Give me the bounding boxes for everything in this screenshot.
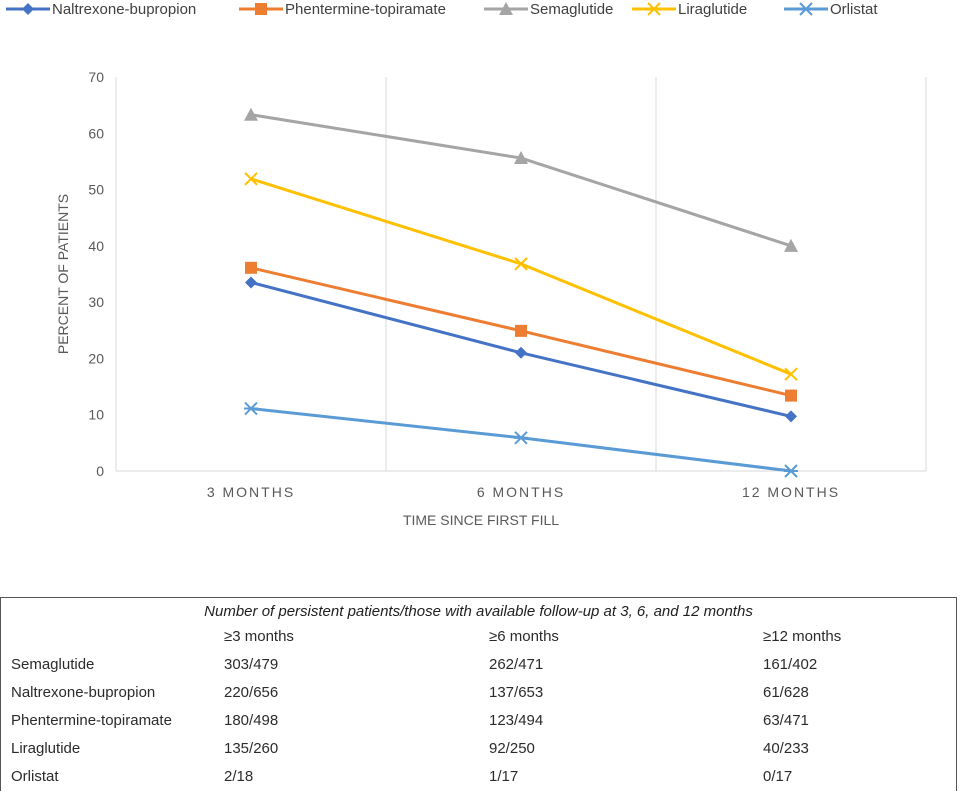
x-axis-title: TIME SINCE FIRST FILL — [403, 512, 559, 528]
data-point — [245, 276, 257, 289]
legend-marker — [799, 2, 813, 16]
chart-svg: 0 10 20 30 40 50 60 70 3 MONTHS 6 MONTHS 12 MONTHS… — [6, 1, 927, 528]
data-point — [784, 464, 798, 478]
legend-label: Orlistat — [830, 1, 878, 18]
drug-name: Semaglutide — [11, 656, 95, 673]
marker-stroke — [784, 367, 798, 381]
header-12-months: ≥12 months — [763, 628, 842, 645]
data-point — [785, 389, 797, 402]
value-6-months: 92/250 — [489, 740, 535, 757]
data-point — [514, 431, 528, 445]
x-tick-label: 12 MONTHS — [742, 484, 840, 500]
value-12-months: 40/233 — [763, 740, 809, 757]
header-6-months: ≥6 months — [489, 628, 559, 645]
table-row: Semaglutide 303/479 262/471 161/402 — [1, 656, 956, 680]
data-point — [784, 367, 798, 381]
data-point — [514, 151, 528, 165]
table-row: Phentermine-topiramate 180/498 123/494 6… — [1, 712, 956, 736]
series-semaglutide — [244, 107, 798, 252]
value-12-months: 61/628 — [763, 684, 809, 701]
y-tick-label: 60 — [88, 125, 104, 141]
value-3-months: 135/260 — [224, 740, 279, 757]
legend-marker — [499, 2, 513, 15]
value-6-months: 123/494 — [489, 712, 544, 729]
series-phentermine-topiramate — [245, 261, 797, 402]
y-tick-label: 10 — [88, 407, 104, 423]
data-point — [244, 401, 258, 416]
y-tick-label: 70 — [88, 69, 104, 85]
drug-name: Orlistat — [11, 768, 59, 785]
series-liraglutide — [244, 172, 798, 381]
legend-item: Semaglutide — [484, 1, 613, 18]
table-header-row: ≥3 months ≥6 months ≥12 months — [1, 628, 956, 652]
legend: Naltrexone-bupropion Phentermine-topirama… — [6, 1, 878, 18]
value-12-months: 161/402 — [763, 656, 818, 673]
value-3-months: 180/498 — [224, 712, 279, 729]
drug-name: Naltrexone-bupropion — [11, 684, 156, 701]
data-point — [245, 261, 257, 274]
series-line — [250, 177, 792, 376]
value-3-months: 2/18 — [224, 768, 254, 785]
table-row: Orlistat 2/18 1/17 0/17 — [1, 768, 956, 792]
value-3-months: 220/656 — [224, 684, 279, 701]
data-point — [784, 238, 798, 252]
data-point — [244, 107, 258, 121]
data-point — [244, 172, 258, 186]
y-tick-label: 50 — [88, 182, 104, 198]
legend-label: Phentermine-topiramate — [285, 1, 446, 18]
series-naltrexone-bupropion — [245, 276, 797, 423]
x-tick-label: 3 MONTHS — [207, 484, 295, 500]
legend-item: Orlistat — [784, 1, 878, 18]
drug-name: Phentermine-topiramate — [11, 712, 172, 729]
value-6-months: 1/17 — [489, 768, 519, 785]
data-point — [514, 257, 528, 271]
series-line — [250, 113, 792, 248]
data-point — [785, 410, 797, 423]
value-6-months: 262/471 — [489, 656, 544, 673]
legend-item: Naltrexone-bupropion — [6, 1, 196, 18]
marker-stroke — [514, 257, 528, 271]
y-axis-title: PERCENT OF PATIENTS — [55, 194, 71, 354]
table-caption: Number of persistent patients/those with… — [204, 603, 753, 620]
legend-label: Naltrexone-bupropion — [52, 1, 196, 18]
legend-marker — [255, 3, 267, 15]
x-tick-label: 6 MONTHS — [477, 484, 565, 500]
header-3-months: ≥3 months — [224, 628, 294, 645]
data-point — [515, 346, 527, 359]
legend-item: Phentermine-topiramate — [239, 1, 446, 18]
y-tick-label: 30 — [88, 294, 104, 310]
data-point — [515, 324, 527, 337]
y-tick-label: 20 — [88, 350, 104, 366]
legend-marker — [22, 3, 34, 15]
legend-marker — [647, 2, 661, 16]
table-row: Liraglutide 135/260 92/250 40/233 — [1, 740, 956, 764]
value-12-months: 63/471 — [763, 712, 809, 729]
marker-stroke — [647, 2, 661, 16]
value-12-months: 0/17 — [763, 768, 793, 785]
marker-stroke — [244, 172, 258, 186]
table-row: Naltrexone-bupropion 220/656 137/653 61/… — [1, 684, 956, 708]
drug-name: Liraglutide — [11, 740, 81, 757]
legend-item: Liraglutide — [632, 1, 747, 18]
series-orlistat — [244, 401, 798, 478]
series-line — [250, 407, 792, 473]
value-6-months: 137/653 — [489, 684, 544, 701]
legend-label: Liraglutide — [678, 1, 747, 18]
persistence-table: Number of persistent patients/those with… — [0, 597, 957, 791]
y-tick-label: 0 — [96, 463, 104, 479]
legend-label: Semaglutide — [530, 1, 613, 18]
y-tick-label: 40 — [88, 238, 104, 254]
value-3-months: 303/479 — [224, 656, 279, 673]
line-chart: 0 10 20 30 40 50 60 70 3 MONTHS 6 MONTHS 12 MONTHS… — [6, 1, 927, 528]
